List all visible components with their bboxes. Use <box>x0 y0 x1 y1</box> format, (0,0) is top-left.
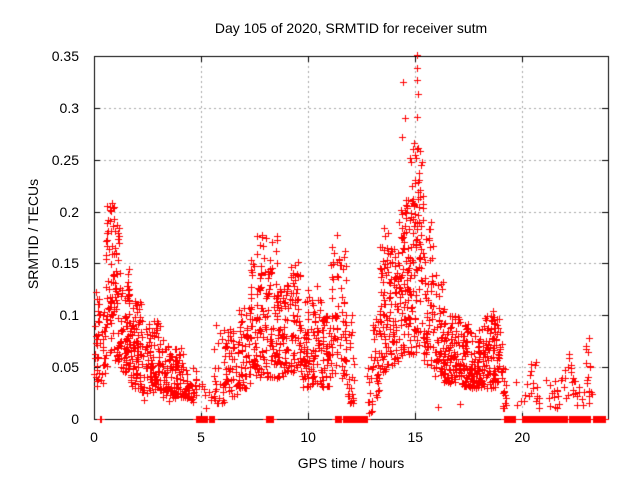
y-tick-label: 0.3 <box>59 99 79 116</box>
x-tick-label: 10 <box>300 429 316 445</box>
y-tick-label: 0 <box>71 411 79 427</box>
x-axis-label: GPS time / hours <box>297 455 405 471</box>
x-tick-label: 0 <box>90 429 98 445</box>
x-tick-label: 20 <box>514 429 531 445</box>
y-tick-label: 0.05 <box>51 359 79 376</box>
y-tick-label: 0.1 <box>59 307 79 324</box>
y-tick-label: 0.35 <box>51 48 79 64</box>
y-axis-label: SRMTID / TECUs <box>25 178 41 290</box>
x-tick-label: 5 <box>197 429 205 445</box>
y-tick-label: 0.25 <box>51 151 79 168</box>
chart-title: Day 105 of 2020, SRMTID for receiver sut… <box>214 20 488 36</box>
y-tick-label: 0.15 <box>51 255 79 272</box>
y-tick-label: 0.2 <box>59 203 79 220</box>
x-tick-label: 15 <box>407 429 424 445</box>
